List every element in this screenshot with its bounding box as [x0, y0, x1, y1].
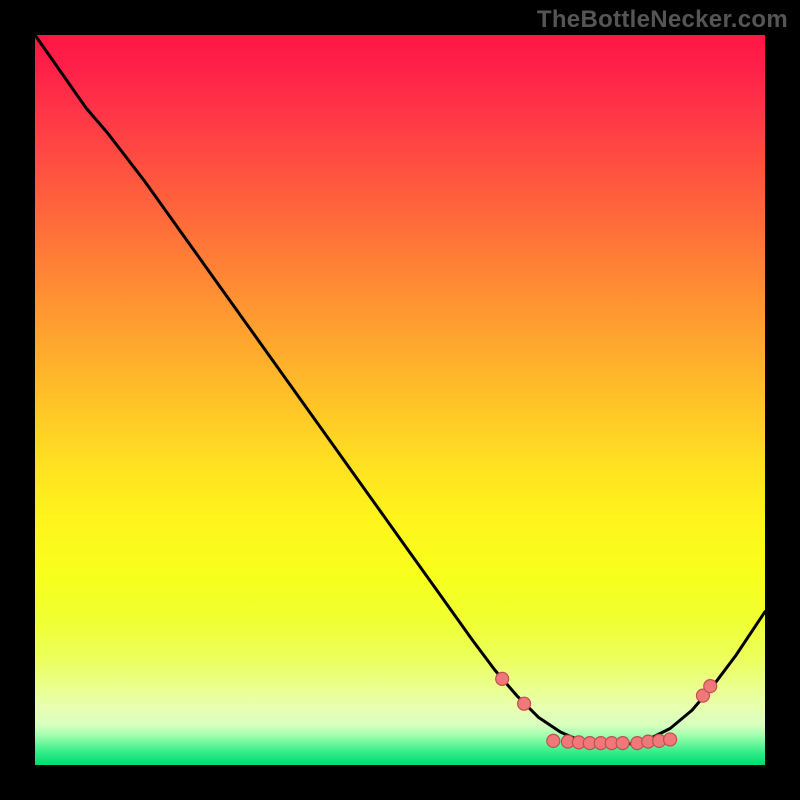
data-marker	[664, 733, 677, 746]
watermark-text: TheBottleNecker.com	[537, 6, 788, 34]
data-marker	[518, 697, 531, 710]
data-marker	[616, 737, 629, 750]
chart-svg	[0, 0, 800, 800]
data-marker	[547, 734, 560, 747]
data-marker	[704, 680, 717, 693]
data-marker	[496, 672, 509, 685]
plot-background	[35, 35, 765, 765]
bottleneck-chart: TheBottleNecker.com	[0, 0, 800, 800]
